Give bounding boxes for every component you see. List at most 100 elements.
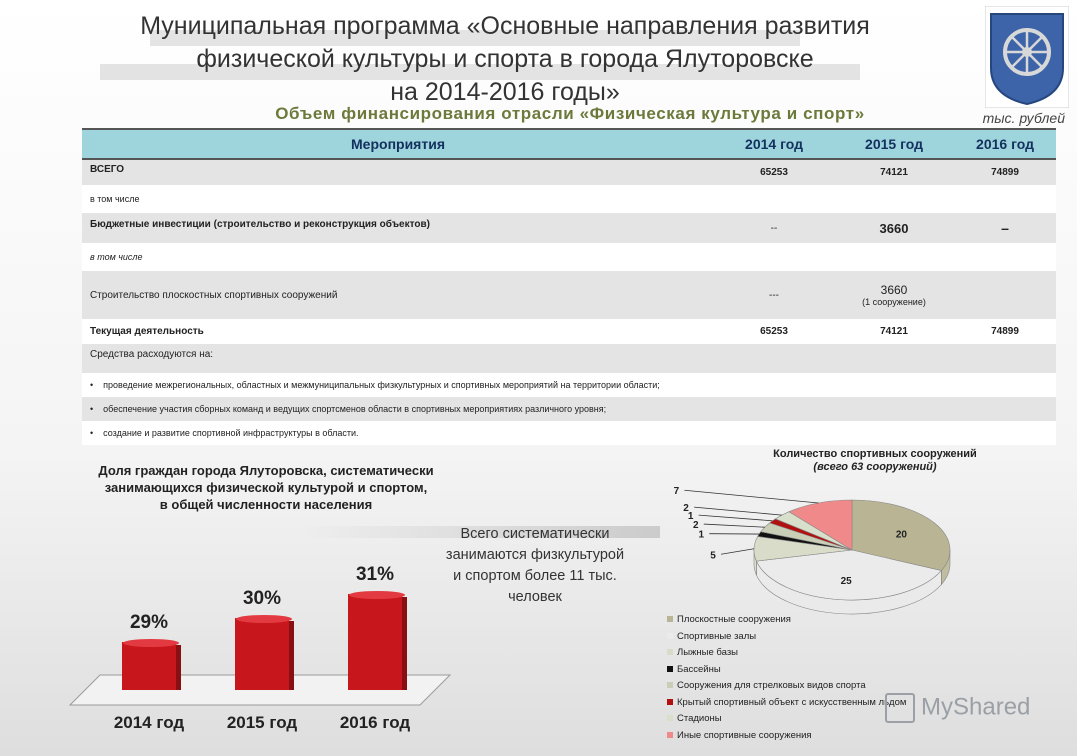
callout-shade	[300, 526, 660, 538]
table-row: Средства расходуются на:	[82, 344, 1056, 373]
bar-title-line: в общей численности населения	[159, 497, 373, 512]
legend-swatch	[667, 665, 673, 672]
cell-2016: –	[954, 213, 1056, 243]
bar-2016 год	[348, 594, 402, 690]
pie-value-label: 5	[710, 550, 716, 561]
bar-value-label: 30%	[243, 588, 281, 609]
bar-chart: 29% 2014 год 30% 2015 год 31% 2016 год	[68, 564, 452, 732]
row-label: в том числе	[82, 243, 714, 271]
pie-value-label: 2	[683, 503, 689, 514]
bar-2014 год	[122, 642, 176, 690]
pie-value-label: 7	[674, 486, 680, 497]
cell-2016: 74899	[954, 159, 1056, 185]
table-row: ВСЕГО 65253 74121 74899	[82, 159, 1056, 185]
legend-swatch	[667, 715, 673, 722]
table-row: в том числе	[82, 243, 1056, 271]
pie-leader-line	[684, 489, 819, 504]
legend-label: Лыжные базы	[677, 647, 738, 658]
cell-2015: 74121	[834, 319, 954, 344]
col-header-2015: 2015 год	[834, 128, 954, 160]
cell-2014: 65253	[714, 319, 834, 344]
callout-line: Всего систематически	[460, 526, 610, 542]
pie-value-label: 1	[698, 530, 704, 541]
legend-swatch	[667, 698, 673, 705]
legend-item: Стадионы	[667, 711, 906, 728]
cell-2016: 74899	[954, 319, 1056, 344]
title-line-1: Муниципальная программа «Основные направ…	[140, 12, 870, 40]
pie-leader-line	[698, 514, 773, 522]
legend-label: Спортивные залы	[677, 630, 757, 642]
table-row: Строительство плоскостных спортивных соо…	[82, 271, 1056, 319]
legend-swatch	[667, 731, 673, 738]
row-label: Строительство плоскостных спортивных соо…	[82, 271, 714, 319]
bullet-item: создание и развитие спортивной инфрастру…	[90, 428, 359, 438]
bar-value-label: 29%	[130, 612, 168, 633]
col-header-2014: 2014 год	[714, 128, 834, 160]
pie-legend: Плоскостные сооружения Спортивные залы Лыж…	[667, 612, 906, 744]
legend-label: Бассейны	[677, 663, 721, 675]
legend-item: Сооружения для стрелковых видов спорта	[667, 678, 906, 695]
legend-item: Спортивные залы	[667, 629, 906, 646]
legend-label: Крытый спортивный объект с искусственным…	[677, 696, 907, 708]
legend-swatch	[667, 632, 673, 639]
cell-2015-note: (1 сооружение)	[862, 297, 926, 307]
bar-category-label: 2015 год	[227, 713, 298, 732]
bar-side	[176, 645, 181, 690]
pie-title-line: (всего 63 сооружений)	[813, 461, 937, 473]
bar-2015 год	[235, 618, 289, 690]
cell-2015: 3660 (1 сооружение)	[834, 271, 954, 319]
pie-value-label: 25	[841, 576, 853, 587]
bar-value-label: 31%	[356, 564, 394, 585]
bar-category-label: 2016 год	[340, 713, 411, 732]
cell-2015-value: 3660	[880, 283, 908, 297]
row-label: Текущая деятельность	[82, 319, 714, 344]
watermark-logo-icon	[885, 693, 915, 723]
pie-slice-Иные спортивные сооружения	[788, 499, 853, 551]
callout-line: человек	[508, 589, 562, 605]
bullet-item: проведение межрегиональных, областных и …	[90, 380, 660, 390]
cell-2015: 3660	[834, 213, 954, 243]
bar-category-label: 2014 год	[114, 713, 185, 732]
pie-value-label: 1	[688, 511, 694, 522]
callout-line: и спортом более 11 тыс.	[453, 568, 617, 584]
units-label: тыс. рублей	[982, 110, 1065, 126]
bullet-item: обеспечение участия сборных команд и вед…	[90, 404, 606, 414]
legend-item: Бассейны	[667, 662, 906, 679]
table-header-row: Мероприятия 2014 год 2015 год 2016 год	[82, 128, 1056, 160]
legend-swatch	[667, 616, 673, 623]
row-label: Бюджетные инвестиции (строительство и ре…	[82, 213, 714, 243]
pie-slice-Плоскостные сооружения	[851, 499, 951, 571]
bar-top	[123, 639, 179, 647]
title-line-3: на 2014-2016 годы»	[390, 78, 620, 106]
myshared-watermark: MyShared	[885, 693, 1030, 723]
bar-title-line: Доля граждан города Ялуторовска, система…	[98, 463, 434, 478]
row-label: в том числе	[82, 185, 714, 213]
cell-2016	[954, 271, 1056, 319]
pie-leader-line	[694, 506, 782, 516]
bar-side	[402, 597, 407, 690]
pie-chart-title: Количество спортивных сооружений (всего …	[755, 448, 995, 474]
table-row: создание и развитие спортивной инфрастру…	[82, 421, 1056, 445]
page-title: Муниципальная программа «Основные направ…	[60, 10, 950, 109]
financing-table: Мероприятия 2014 год 2015 год 2016 год В…	[82, 128, 1056, 445]
legend-item: Крытый спортивный объект с искусственным…	[667, 695, 906, 712]
pie-leader-line	[720, 548, 755, 555]
bar-title-line: занимающихся физической культурой и спор…	[104, 480, 428, 495]
table-row: проведение межрегиональных, областных и …	[82, 373, 1056, 397]
pie-leader-line	[703, 523, 765, 528]
cell-2014: ---	[714, 271, 834, 319]
legend-item: Плоскостные сооружения	[667, 612, 906, 629]
table-row: обеспечение участия сборных команд и вед…	[82, 397, 1056, 421]
legend-item: Лыжные базы	[667, 645, 906, 662]
table-row: Бюджетные инвестиции (строительство и ре…	[82, 213, 1056, 243]
cell-2014: --	[714, 213, 834, 243]
legend-label: Стадионы	[677, 713, 722, 724]
table-row: Текущая деятельность 65253 74121 74899	[82, 319, 1056, 344]
bar-top	[349, 591, 405, 599]
legend-label: Сооружения для стрелковых видов спорта	[677, 680, 866, 691]
watermark-text: MyShared	[921, 693, 1031, 721]
table-row: в том числе	[82, 185, 1056, 213]
bar-side	[289, 621, 294, 690]
legend-swatch	[667, 682, 673, 689]
city-crest-icon	[985, 6, 1069, 108]
